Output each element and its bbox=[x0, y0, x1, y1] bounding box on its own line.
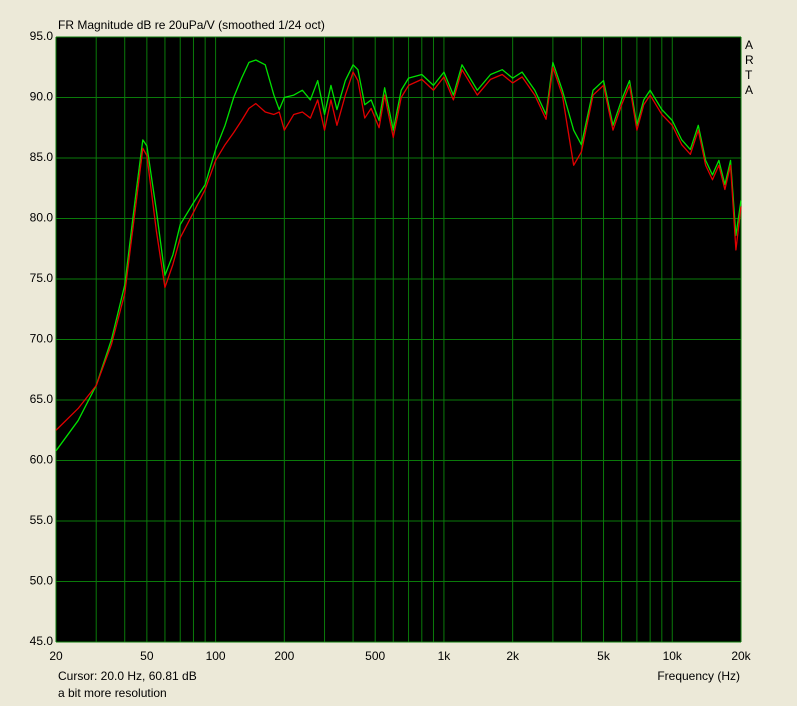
y-tick-label: 65.0 bbox=[30, 392, 54, 406]
x-tick-label: 1k bbox=[438, 649, 452, 663]
y-tick-label: 90.0 bbox=[30, 90, 54, 104]
y-tick-label: 55.0 bbox=[30, 513, 54, 527]
y-tick-label: 60.0 bbox=[30, 453, 54, 467]
x-tick-label: 2k bbox=[506, 649, 520, 663]
y-tick-label: 80.0 bbox=[30, 211, 54, 225]
chart-title: FR Magnitude dB re 20uPa/V (smoothed 1/2… bbox=[58, 18, 325, 32]
note: a bit more resolution bbox=[58, 686, 167, 700]
series-line bbox=[55, 59, 742, 452]
side-label: ARTA bbox=[745, 38, 754, 97]
y-tick-label: 45.0 bbox=[30, 634, 54, 648]
x-axis-label: Frequency (Hz) bbox=[657, 669, 740, 683]
x-tick-label: 10k bbox=[663, 649, 683, 663]
x-tick-label: 50 bbox=[140, 649, 154, 663]
y-tick-label: 50.0 bbox=[30, 574, 54, 588]
x-tick-label: 100 bbox=[206, 649, 226, 663]
x-tick-label: 200 bbox=[274, 649, 294, 663]
y-tick-label: 75.0 bbox=[30, 271, 54, 285]
y-tick-label: 95.0 bbox=[30, 29, 54, 43]
y-tick-label: 85.0 bbox=[30, 150, 54, 164]
series-line bbox=[55, 66, 742, 431]
x-tick-label: 20 bbox=[49, 649, 63, 663]
y-tick-label: 70.0 bbox=[30, 332, 54, 346]
x-tick-label: 5k bbox=[597, 649, 611, 663]
x-tick-label: 500 bbox=[365, 649, 385, 663]
cursor-readout: Cursor: 20.0 Hz, 60.81 dB bbox=[58, 669, 197, 683]
x-tick-label: 20k bbox=[731, 649, 751, 663]
